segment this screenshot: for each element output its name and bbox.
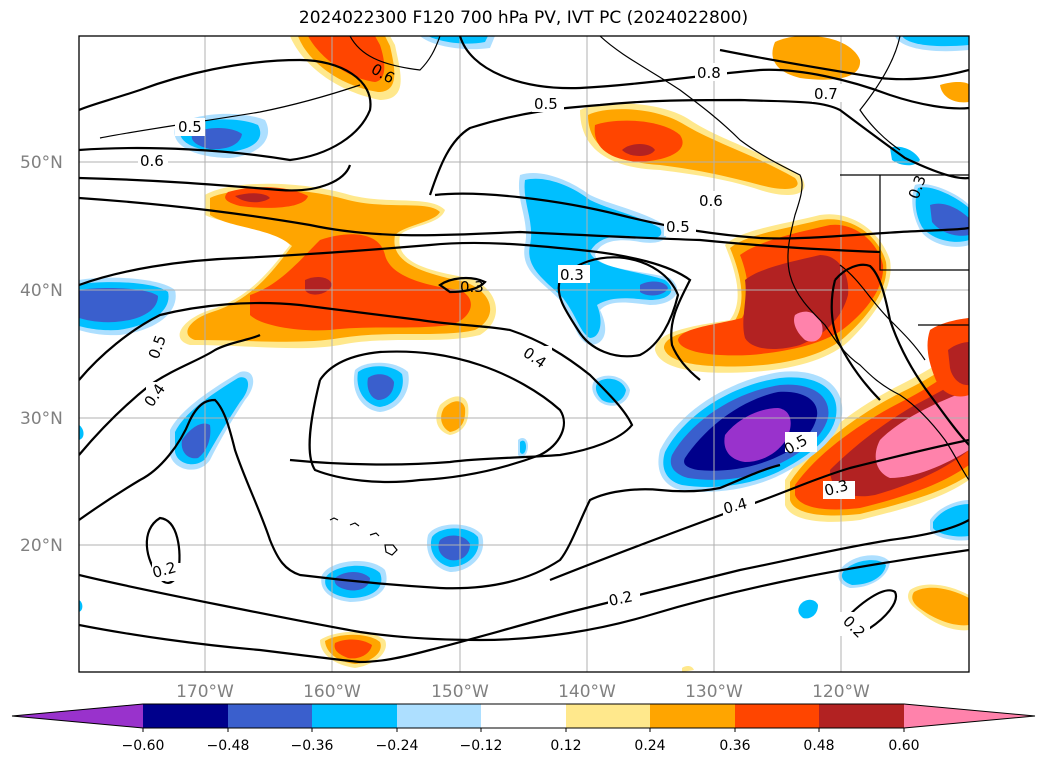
colorbar-segment [566,704,650,728]
lat-label: 30°N [20,409,63,429]
colorbar-tick: 0.36 [719,738,750,754]
colorbar: −0.60 −0.48 −0.36 −0.24 −0.12 0.12 0.24 … [11,703,1036,754]
colorbar-tick: 0.12 [550,738,581,754]
latitude-labels: 50°N 40°N 30°N 20°N [20,153,63,556]
islands [329,517,398,556]
lon-label: 130°W [685,682,743,702]
contour-label: 0.5 [178,118,202,136]
colorbar-segment [12,704,143,728]
contour-label: 0.3 [460,278,484,296]
lon-label: 140°W [558,682,616,702]
contour-label: 0.2 [150,558,178,582]
map-title: 2024022300 F120 700 hPa PV, IVT PC (2024… [298,8,749,28]
lat-label: 50°N [20,153,63,173]
lon-label: 120°W [812,682,870,702]
contour-label: 0.2 [607,587,634,610]
contour-label: 0.3 [560,266,584,284]
colorbar-tick: 0.48 [803,738,834,754]
longitude-labels: 170°W 160°W 150°W 140°W 130°W 120°W [176,682,870,702]
contour-label: 0.8 [697,64,721,82]
colorbar-segment [650,704,735,728]
lon-label: 150°W [431,682,489,702]
colorbar-segment [481,704,566,728]
contour-label: 0.7 [814,85,838,103]
colorbar-tick: −0.24 [376,738,419,754]
negative-anomaly-patches [79,36,969,619]
colorbar-segment [312,704,397,728]
map-frame [78,35,970,673]
colorbar-tick: −0.36 [291,738,334,754]
contour-label: 0.6 [140,152,164,170]
colorbar-tick: 0.24 [634,738,665,754]
contour-label: 0.5 [534,95,558,113]
contour-label: 0.4 [721,494,749,518]
lon-label: 160°W [303,682,361,702]
colorbar-tick: −0.60 [122,738,165,754]
colorbar-segment [228,704,312,728]
colorbar-tick: 0.60 [888,738,919,754]
colorbar-segment [397,704,481,728]
contour-label: 0.6 [699,192,723,210]
lat-label: 20°N [20,536,63,556]
colorbar-segment [819,704,904,728]
lon-label: 170°W [176,682,234,702]
colorbar-tick: −0.48 [207,738,250,754]
colorbar-segment [904,704,1035,728]
contour-label: 0.3 [822,476,850,500]
contour-label: 0.5 [666,218,690,236]
colorbar-segment [143,704,228,728]
colorbar-tick: −0.12 [460,738,503,754]
lat-label: 40°N [20,281,63,301]
contour-labels: 0.5 0.6 0.5 0.8 0.7 0.6 0.5 0.3 0.3 0.5 … [138,60,930,642]
colorbar-segment [735,704,819,728]
